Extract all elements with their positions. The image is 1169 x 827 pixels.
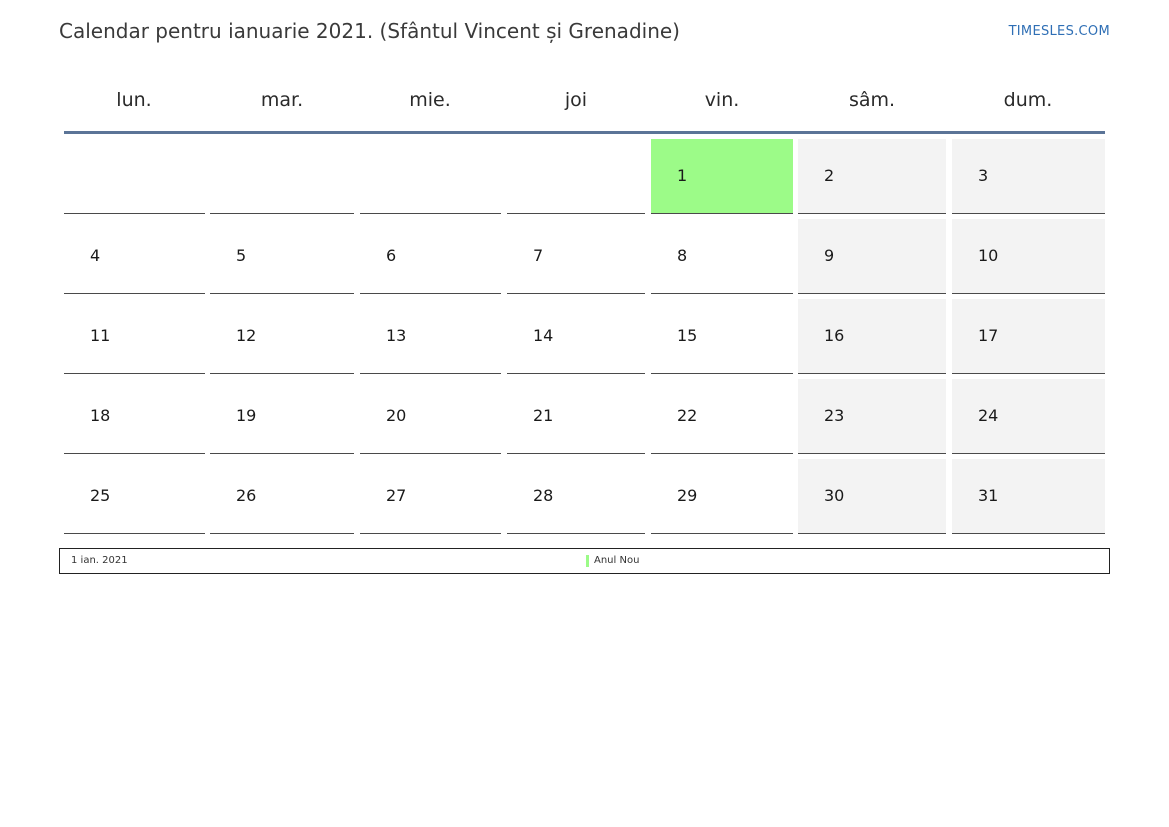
day-cell[interactable]: 26: [210, 459, 354, 534]
day-number: 12: [236, 326, 257, 345]
day-cell[interactable]: 8: [651, 219, 793, 294]
day-cell[interactable]: 13: [360, 299, 501, 374]
day-cell[interactable]: 17: [952, 299, 1105, 374]
day-cell[interactable]: 14: [507, 299, 645, 374]
day-number: 20: [386, 406, 407, 425]
day-cell[interactable]: 30: [798, 459, 946, 534]
weekday-header-row: lun. mar. mie. joi vin. sâm. dum.: [64, 80, 1105, 120]
legend-holiday-name: Anul Nou: [594, 555, 640, 566]
legend-color-swatch: [586, 555, 589, 567]
day-number: 5: [236, 246, 247, 265]
day-number: 14: [533, 326, 554, 345]
day-cell[interactable]: 5: [210, 219, 354, 294]
day-number: 26: [236, 486, 257, 505]
day-number: 7: [533, 246, 544, 265]
day-cell[interactable]: 31: [952, 459, 1105, 534]
day-number: 28: [533, 486, 554, 505]
day-number: 4: [90, 246, 101, 265]
day-number: 25: [90, 486, 111, 505]
day-number: 3: [978, 166, 989, 185]
day-number: 16: [824, 326, 845, 345]
day-number: 24: [978, 406, 999, 425]
day-number: 6: [386, 246, 397, 265]
day-cell[interactable]: 3: [952, 139, 1105, 214]
weekday-header-6: dum.: [1003, 89, 1053, 111]
empty-day-cell: [360, 139, 501, 214]
legend-date: 1 ian. 2021: [71, 555, 128, 566]
day-number: 10: [978, 246, 999, 265]
day-cell[interactable]: 1: [651, 139, 793, 214]
day-number: 21: [533, 406, 554, 425]
day-cell[interactable]: 2: [798, 139, 946, 214]
day-cell[interactable]: 4: [64, 219, 205, 294]
day-number: 9: [824, 246, 835, 265]
day-number: 13: [386, 326, 407, 345]
weekday-header-2: mie.: [409, 89, 451, 111]
day-number: 11: [90, 326, 111, 345]
weekday-header-3: joi: [564, 89, 588, 111]
page-title: Calendar pentru ianuarie 2021. (Sfântul …: [59, 19, 680, 43]
day-cell[interactable]: 7: [507, 219, 645, 294]
day-number: 19: [236, 406, 257, 425]
day-cell[interactable]: 18: [64, 379, 205, 454]
day-cell[interactable]: 22: [651, 379, 793, 454]
day-number: 31: [978, 486, 999, 505]
day-cell[interactable]: 23: [798, 379, 946, 454]
empty-day-cell: [507, 139, 645, 214]
day-cell[interactable]: 28: [507, 459, 645, 534]
day-cell[interactable]: 11: [64, 299, 205, 374]
day-cell[interactable]: 12: [210, 299, 354, 374]
empty-day-cell: [64, 139, 205, 214]
holiday-legend: 1 ian. 2021 Anul Nou: [59, 548, 1110, 574]
day-cell[interactable]: 21: [507, 379, 645, 454]
day-number: 18: [90, 406, 111, 425]
day-number: 8: [677, 246, 688, 265]
day-cell[interactable]: 25: [64, 459, 205, 534]
day-cell[interactable]: 10: [952, 219, 1105, 294]
day-number: 27: [386, 486, 407, 505]
day-number: 15: [677, 326, 698, 345]
day-number: 2: [824, 166, 835, 185]
day-number: 29: [677, 486, 698, 505]
empty-day-cell: [210, 139, 354, 214]
day-number: 30: [824, 486, 845, 505]
header-divider: [64, 131, 1105, 134]
day-cell[interactable]: 16: [798, 299, 946, 374]
day-cell[interactable]: 19: [210, 379, 354, 454]
weekday-header-4: vin.: [704, 89, 740, 111]
day-cell[interactable]: 29: [651, 459, 793, 534]
day-number: 1: [677, 166, 688, 185]
weekday-header-1: mar.: [260, 89, 304, 111]
calendar-grid: 1 2 3 4 5 6 7 8 9 10 11 12 13 14 15 16 17 18 19 20 21 22 23 24 2…: [64, 139, 1105, 534]
day-cell[interactable]: 9: [798, 219, 946, 294]
day-cell[interactable]: 27: [360, 459, 501, 534]
brand-link[interactable]: TIMESLES.COM: [1008, 24, 1110, 39]
day-cell[interactable]: 24: [952, 379, 1105, 454]
weekday-header-5: sâm.: [848, 89, 896, 111]
day-cell[interactable]: 6: [360, 219, 501, 294]
weekday-header-0: lun.: [116, 89, 152, 111]
day-cell[interactable]: 20: [360, 379, 501, 454]
day-number: 17: [978, 326, 999, 345]
day-number: 22: [677, 406, 698, 425]
day-cell[interactable]: 15: [651, 299, 793, 374]
day-number: 23: [824, 406, 845, 425]
